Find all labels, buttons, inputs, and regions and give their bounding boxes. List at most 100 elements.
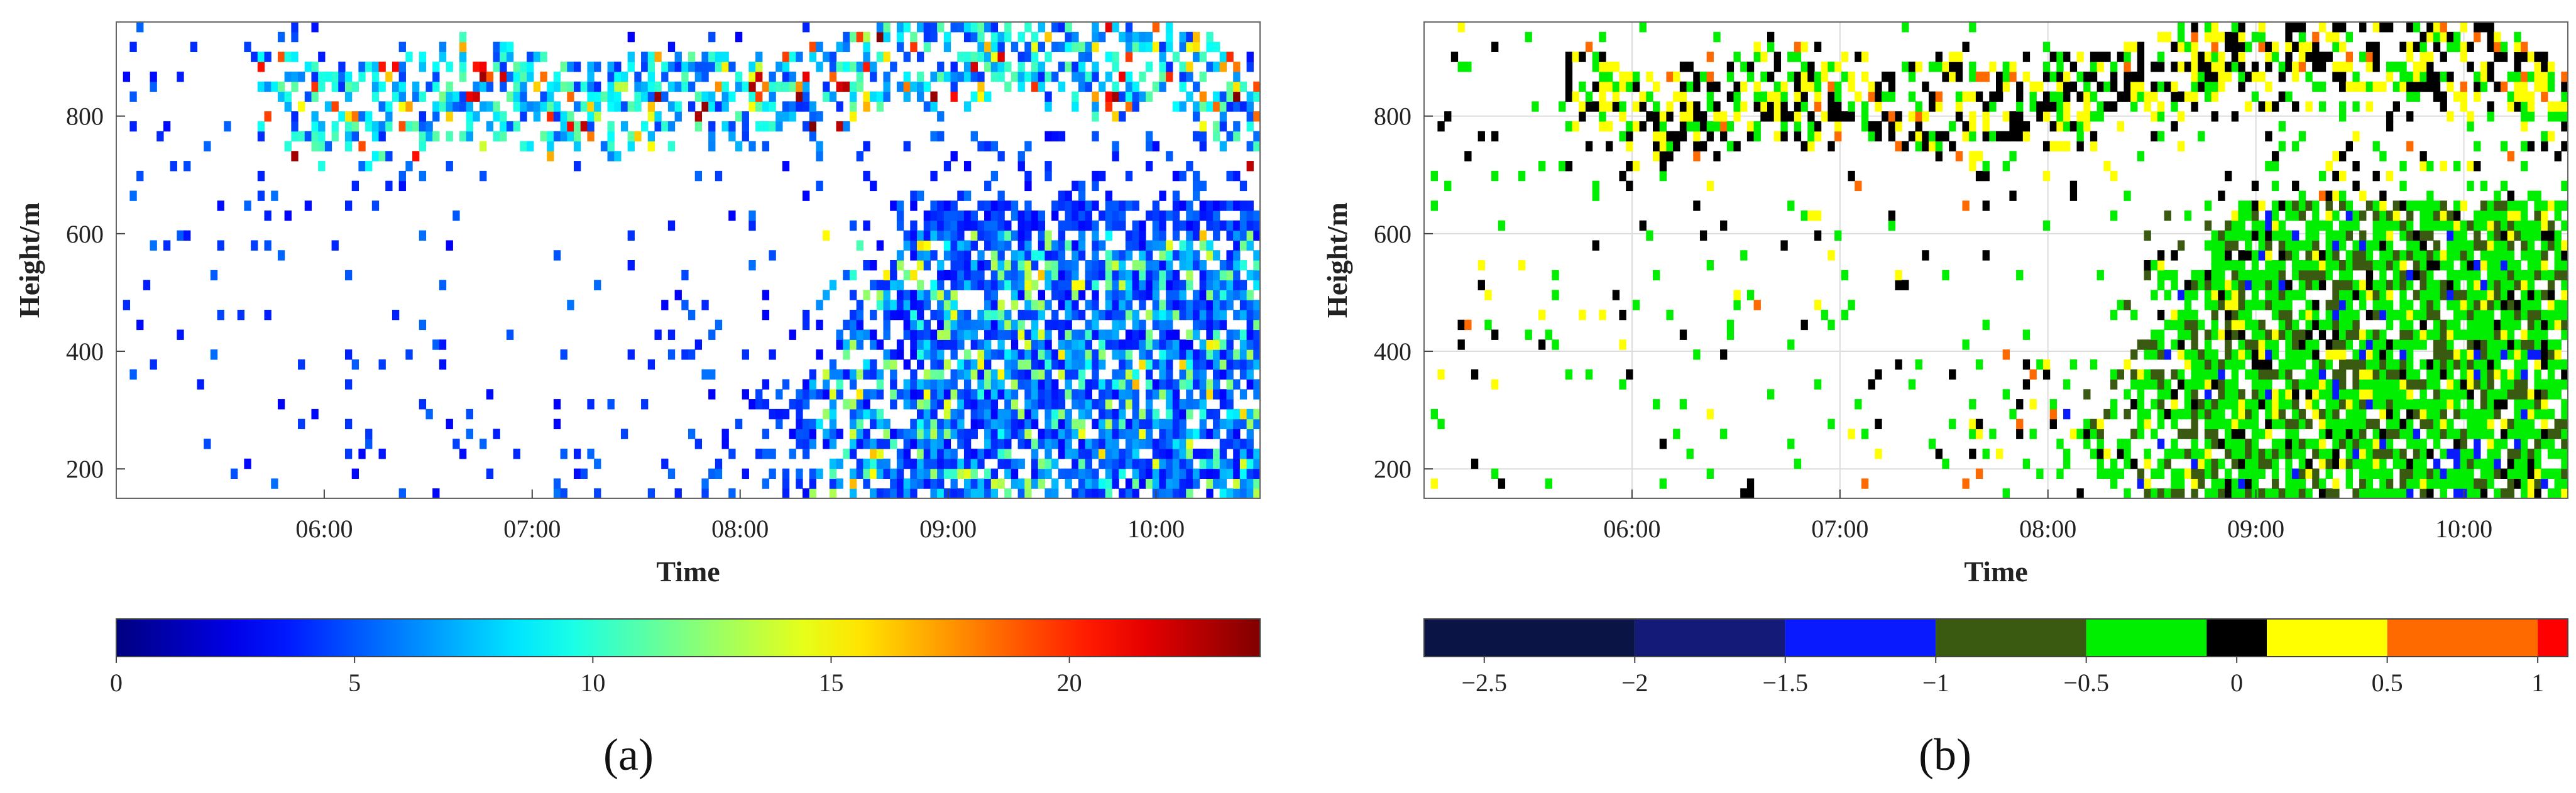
heatmap-cell xyxy=(2372,52,2380,62)
heatmap-cell xyxy=(2231,230,2239,241)
heatmap-cell xyxy=(2386,439,2394,449)
heatmap-cell xyxy=(2447,240,2454,251)
heatmap-cell xyxy=(365,429,373,439)
heatmap-cell xyxy=(1565,71,1573,82)
heatmap-cell xyxy=(2204,329,2212,340)
heatmap-cell xyxy=(378,449,386,459)
heatmap-cell xyxy=(2245,418,2252,430)
heatmap-cell xyxy=(694,111,703,122)
heatmap-cell xyxy=(917,458,924,469)
heatmap-cell xyxy=(2251,329,2259,340)
heatmap-cell xyxy=(2211,369,2218,380)
heatmap-cell xyxy=(2164,211,2171,221)
heatmap-cell xyxy=(2413,329,2421,340)
heatmap-cell xyxy=(2547,339,2555,350)
heatmap-cell xyxy=(1915,62,1922,72)
heatmap-cell xyxy=(1172,190,1180,201)
heatmap-cell xyxy=(803,418,810,430)
heatmap-cell xyxy=(1031,389,1039,400)
heatmap-cell xyxy=(2467,418,2474,430)
heatmap-cell xyxy=(923,339,931,350)
heatmap-cell xyxy=(769,101,776,112)
heatmap-cell xyxy=(1085,52,1092,62)
heatmap-cell xyxy=(1246,52,1254,62)
heatmap-cell xyxy=(641,62,649,72)
heatmap-cell xyxy=(311,131,319,142)
heatmap-cell xyxy=(1794,121,1802,132)
heatmap-cell xyxy=(2379,389,2387,400)
heatmap-cell xyxy=(2204,399,2212,410)
heatmap-cell xyxy=(1895,280,1902,290)
heatmap-cell xyxy=(1065,220,1072,231)
heatmap-cell xyxy=(2365,449,2374,459)
heatmap-cell xyxy=(1166,329,1173,340)
heatmap-cell xyxy=(950,418,958,430)
heatmap-cell xyxy=(1186,200,1193,211)
heatmap-cell xyxy=(1105,329,1113,340)
heatmap-cell xyxy=(2298,270,2306,281)
heatmap-cell xyxy=(2386,389,2394,400)
heatmap-cell xyxy=(2265,81,2272,92)
heatmap-cell xyxy=(277,250,285,261)
heatmap-cell xyxy=(1962,478,1970,489)
heatmap-cell xyxy=(2225,319,2232,331)
heatmap-cell xyxy=(1099,211,1106,221)
heatmap-cell xyxy=(1152,200,1160,211)
heatmap-cell xyxy=(1125,369,1133,380)
heatmap-cell xyxy=(1699,230,1707,241)
heatmap-cell xyxy=(1233,81,1241,92)
heatmap-cell xyxy=(1011,399,1019,410)
heatmap-cell xyxy=(405,52,413,62)
heatmap-cell xyxy=(2413,71,2421,82)
heatmap-cell xyxy=(930,418,938,430)
heatmap-cell xyxy=(1794,101,1802,112)
heatmap-cell xyxy=(2298,439,2306,449)
heatmap-cell xyxy=(2447,349,2454,360)
heatmap-cell xyxy=(2265,359,2272,370)
heatmap-cell xyxy=(917,250,924,261)
heatmap-cell xyxy=(2379,309,2387,320)
heatmap-cell xyxy=(950,91,958,102)
heatmap-cell xyxy=(2392,211,2400,221)
heatmap-cell xyxy=(1085,439,1092,449)
heatmap-cell xyxy=(2440,319,2447,331)
heatmap-cell xyxy=(930,408,938,420)
heatmap-cell xyxy=(823,91,830,102)
heatmap-cell xyxy=(654,52,662,62)
heatmap-cell xyxy=(823,408,830,420)
heatmap-cell xyxy=(2460,22,2468,33)
heatmap-cell xyxy=(2521,41,2528,52)
heatmap-cell xyxy=(1099,339,1106,350)
heatmap-cell xyxy=(513,81,520,92)
heatmap-cell xyxy=(2399,161,2407,172)
heatmap-cell xyxy=(2480,359,2488,370)
heatmap-cell xyxy=(2541,131,2548,142)
heatmap-cell xyxy=(1192,111,1200,122)
heatmap-cell xyxy=(803,309,810,320)
heatmap-cell xyxy=(1004,369,1012,380)
heatmap-cell xyxy=(2440,478,2447,489)
heatmap-cell xyxy=(1726,71,1735,82)
heatmap-cell xyxy=(990,389,999,400)
heatmap-cell xyxy=(876,389,884,400)
heatmap-cell xyxy=(1051,399,1059,410)
heatmap-cell xyxy=(2238,71,2245,82)
heatmap-cell xyxy=(567,111,574,122)
heatmap-cell xyxy=(2467,399,2474,410)
heatmap-cell xyxy=(2157,62,2165,72)
heatmap-cell xyxy=(1246,309,1254,320)
heatmap-cell xyxy=(2124,91,2131,102)
heatmap-cell xyxy=(1989,62,1997,72)
heatmap-cell xyxy=(1226,349,1234,360)
heatmap-cell xyxy=(2016,418,2024,430)
heatmap-cell xyxy=(1713,81,1721,92)
heatmap-cell xyxy=(950,329,958,340)
heatmap-cell xyxy=(2494,329,2501,340)
heatmap-cell xyxy=(816,349,823,360)
heatmap-cell xyxy=(2332,31,2340,43)
heatmap-cell xyxy=(2157,339,2165,350)
heatmap-cell xyxy=(1058,250,1066,261)
heatmap-cell xyxy=(2447,31,2454,43)
heatmap-cell xyxy=(2541,309,2548,320)
heatmap-cell xyxy=(2238,211,2245,221)
